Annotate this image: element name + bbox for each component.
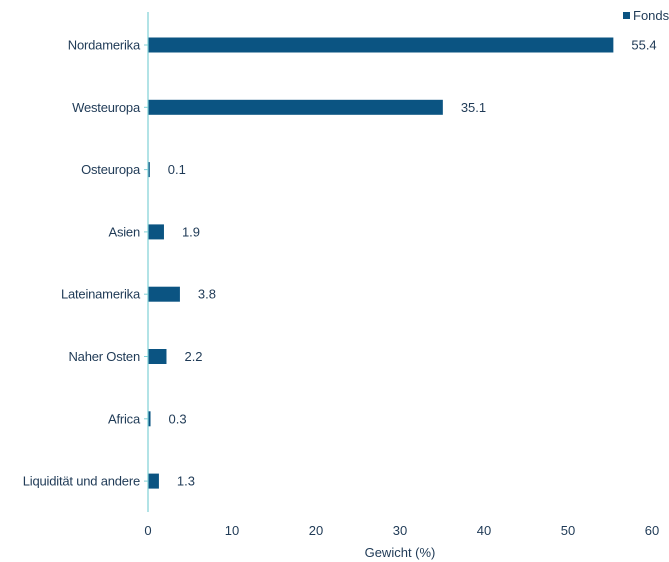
x-axis-ticks: 0 10 20 30 40 50 60 <box>144 523 659 538</box>
bar-westeuropa <box>148 99 443 115</box>
y-axis <box>144 12 149 512</box>
bar-asien <box>148 224 164 240</box>
category-label: Asien <box>108 224 140 239</box>
category-labels: Nordamerika Westeuropa Osteuropa Asien Latei… <box>23 38 141 489</box>
bar-africa <box>148 411 151 427</box>
value-label: 35.1 <box>461 100 486 115</box>
category-label: Naher Osten <box>68 349 140 364</box>
legend-label-fonds: Fonds <box>633 8 669 23</box>
x-tick-label: 20 <box>309 523 323 538</box>
x-tick-label: 60 <box>645 523 659 538</box>
value-label: 1.9 <box>182 224 200 239</box>
x-tick-label: 10 <box>225 523 239 538</box>
bar-naher-osten <box>148 349 167 364</box>
value-label: 1.3 <box>177 474 195 489</box>
x-tick-label: 0 <box>144 523 151 538</box>
value-label: 3.8 <box>198 287 216 302</box>
value-label: 55.4 <box>631 38 656 53</box>
value-label: 0.1 <box>168 162 186 177</box>
value-labels: 55.4 35.1 0.1 1.9 3.8 2.2 0.3 1.3 <box>168 38 657 489</box>
category-label: Osteuropa <box>81 162 141 177</box>
category-label: Africa <box>108 411 141 426</box>
category-label: Liquidität und andere <box>23 474 140 489</box>
value-label: 0.3 <box>169 411 187 426</box>
category-label: Westeuropa <box>72 100 141 115</box>
x-axis-title: Gewicht (%) <box>365 545 436 560</box>
legend: Fonds <box>623 8 669 23</box>
x-tick-label: 40 <box>477 523 491 538</box>
legend-swatch-fonds <box>623 12 630 19</box>
value-label: 2.2 <box>184 349 202 364</box>
bar-liquidität-und-andere <box>148 473 159 489</box>
category-label: Nordamerika <box>68 38 141 53</box>
bar-osteuropa <box>148 162 150 178</box>
bars-layer <box>148 37 614 489</box>
bar-nordamerika <box>148 37 614 53</box>
x-tick-label: 50 <box>561 523 575 538</box>
x-tick-label: 30 <box>393 523 407 538</box>
bar-lateinamerika <box>148 286 180 302</box>
category-label: Lateinamerika <box>61 287 141 302</box>
